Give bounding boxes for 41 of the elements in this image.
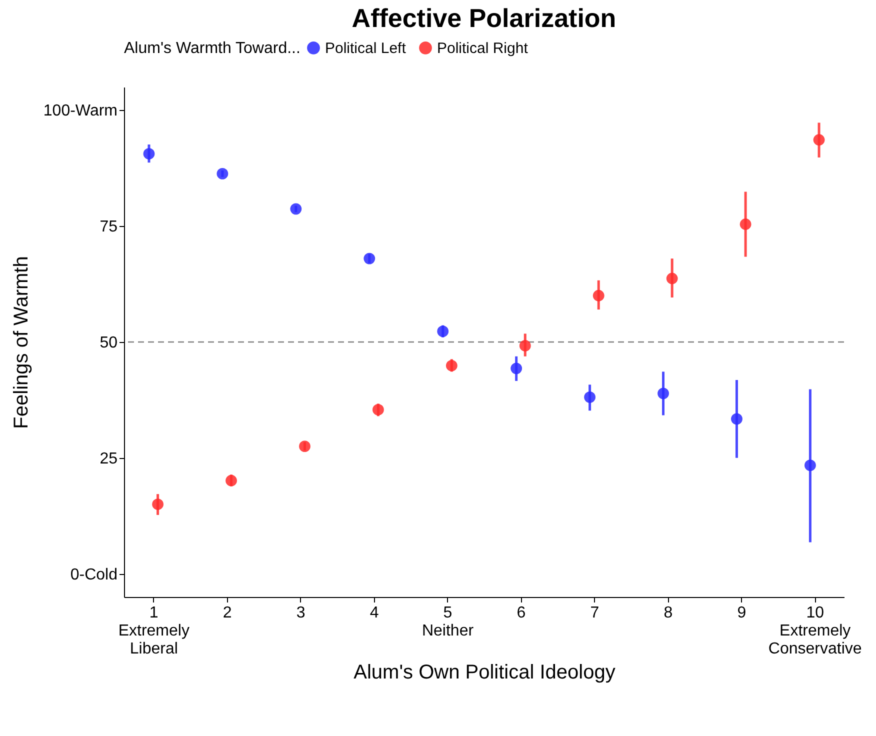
point [152,498,164,510]
y-tick-label: 0-Cold [70,566,118,584]
x-tick-label: 1 Extremely Liberal [118,604,190,658]
point [813,134,825,146]
point [143,148,155,160]
x-tick-label: 5 Neither [422,604,474,640]
point [804,460,816,472]
y-axis-title: Feelings of Warmth [10,256,32,429]
point [216,168,228,180]
point [666,272,678,284]
point [510,362,522,374]
point [290,203,302,215]
x-tick-label: 2 [222,604,232,622]
y-tick-label: 75 [100,218,118,236]
point [584,391,596,403]
point [437,326,449,338]
x-tick-label: 4 [370,604,379,622]
point [658,388,669,400]
x-tick-label: 9 [737,604,746,622]
x-tick-label: 3 [296,604,306,622]
x-tick-label: 8 [664,604,673,622]
y-tick-label: 50 [100,334,118,352]
point [226,474,237,486]
point [740,218,752,230]
point [299,440,310,452]
point [519,340,531,352]
legend-title: Alum's Warmth Toward... [124,40,300,57]
x-axis-title: Alum's Own Political Ideology [354,662,616,684]
x-tick-label: 7 [590,604,600,622]
x-tick-label: 10 Extremely Conservative [768,604,862,658]
point [592,290,604,302]
x-tick-label: 6 [516,604,526,622]
point [372,404,384,416]
legend-label: Political Left [325,40,407,57]
y-tick-label: 100-Warm [43,102,118,120]
point [446,360,458,372]
point [731,413,742,425]
legend-label: Political Right [437,40,529,57]
chart-title: Affective Polarization [352,3,616,33]
y-tick-label: 25 [100,450,118,468]
point [364,252,376,264]
